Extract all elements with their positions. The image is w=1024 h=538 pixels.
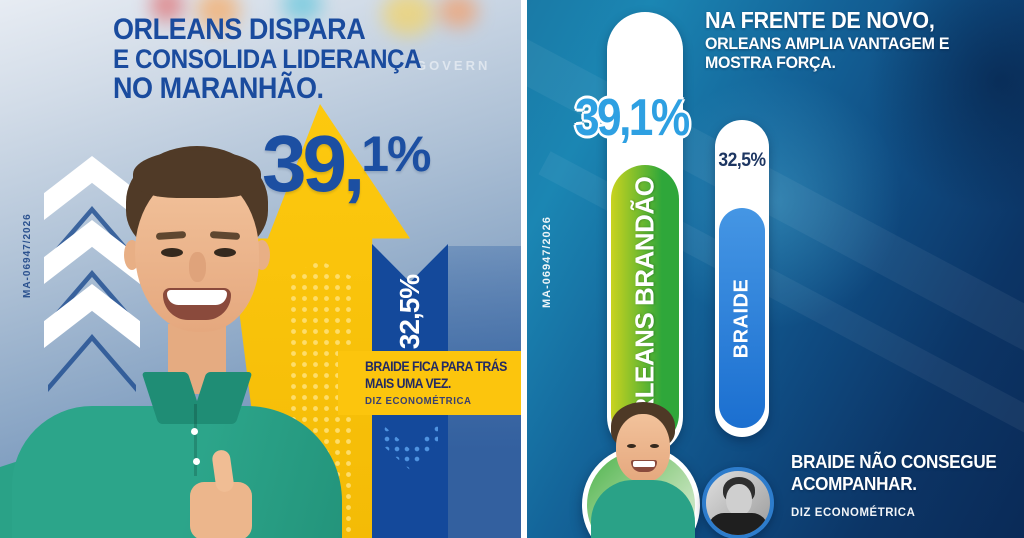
avatar-shirt	[708, 513, 768, 535]
right-headline-line2: ORLEANS AMPLIA VANTAGEM E	[705, 33, 950, 53]
orleans-avatar-bust	[527, 0, 1024, 538]
person-nose	[189, 252, 206, 282]
right-callout-line2: ACOMPANHAR.	[791, 473, 917, 494]
person-button	[191, 428, 198, 435]
avatar-teeth	[633, 461, 655, 467]
leader-value-left: 39, 1%	[262, 119, 431, 208]
runner-up-bar: BRAIDE	[719, 208, 765, 428]
avatar-eye	[650, 444, 659, 448]
avatar-face	[726, 484, 752, 516]
person-hair-fringe	[133, 150, 261, 198]
faded-photo-blob	[438, 0, 478, 28]
leader-bar: ORLEANS BRANDÃO	[611, 165, 679, 448]
runner-up-value-right: 32,5%	[718, 150, 766, 171]
right-panel: NA FRENTE DE NOVO, ORLEANS AMPLIA VANTAG…	[527, 0, 1024, 538]
person-eye	[214, 248, 236, 257]
left-headline: ORLEANS DISPARA E CONSOLIDA LIDERANÇA NO…	[113, 13, 422, 106]
faded-photo-blob	[150, 0, 184, 22]
left-source: DIZ ECONOMÉTRICA	[365, 395, 472, 408]
right-headline: NA FRENTE DE NOVO, ORLEANS AMPLIA VANTAG…	[705, 7, 950, 72]
right-callout-line1: BRAIDE NÃO CONSEGUE	[791, 452, 997, 472]
left-headline-line1: ORLEANS DISPARA	[113, 13, 366, 46]
right-callout: BRAIDE NÃO CONSEGUE ACOMPANHAR. DIZ ECON…	[791, 452, 997, 519]
candidate-photo-orleans	[0, 0, 360, 538]
leader-value-main: 39,	[262, 119, 365, 208]
panel-divider	[521, 0, 527, 538]
left-headline-line3: NO MARANHÃO.	[113, 72, 324, 106]
leader-value-sup: 1%	[361, 126, 431, 182]
avatar-shirt	[591, 480, 695, 538]
right-headline-line1: NA FRENTE DE NOVO,	[705, 7, 935, 33]
right-source: DIZ ECONOMÉTRICA	[791, 504, 916, 519]
faded-photo-blob	[382, 0, 434, 36]
braide-avatar	[702, 467, 774, 538]
leader-value-right: 39,1%	[575, 89, 690, 147]
left-panel: GOVERN MA-06947/2026 ORLEANS DISPARA E C…	[0, 0, 521, 538]
background-shadow	[825, 0, 1024, 216]
background-watermark: GOVERN	[416, 58, 491, 73]
right-headline-line3: MOSTRA FORÇA.	[705, 52, 836, 72]
left-callout-line1: BRAIDE FICA PARA TRÁS	[365, 358, 507, 374]
person-placket	[194, 404, 197, 476]
faded-photo-blob	[282, 0, 322, 22]
person-eye	[161, 248, 183, 257]
person-button	[193, 458, 200, 465]
left-callout-line2: MAIS UMA VEZ.	[365, 375, 451, 392]
person-teeth	[167, 290, 227, 305]
avatar-eye	[627, 444, 636, 448]
left-callout-band: BRAIDE FICA PARA TRÁS MAIS UMA VEZ. DIZ …	[338, 351, 521, 415]
left-headline-line2: E CONSOLIDA LIDERANÇA	[113, 44, 422, 75]
chevron-up-stack-icon	[44, 156, 140, 406]
person-torso	[12, 406, 342, 538]
